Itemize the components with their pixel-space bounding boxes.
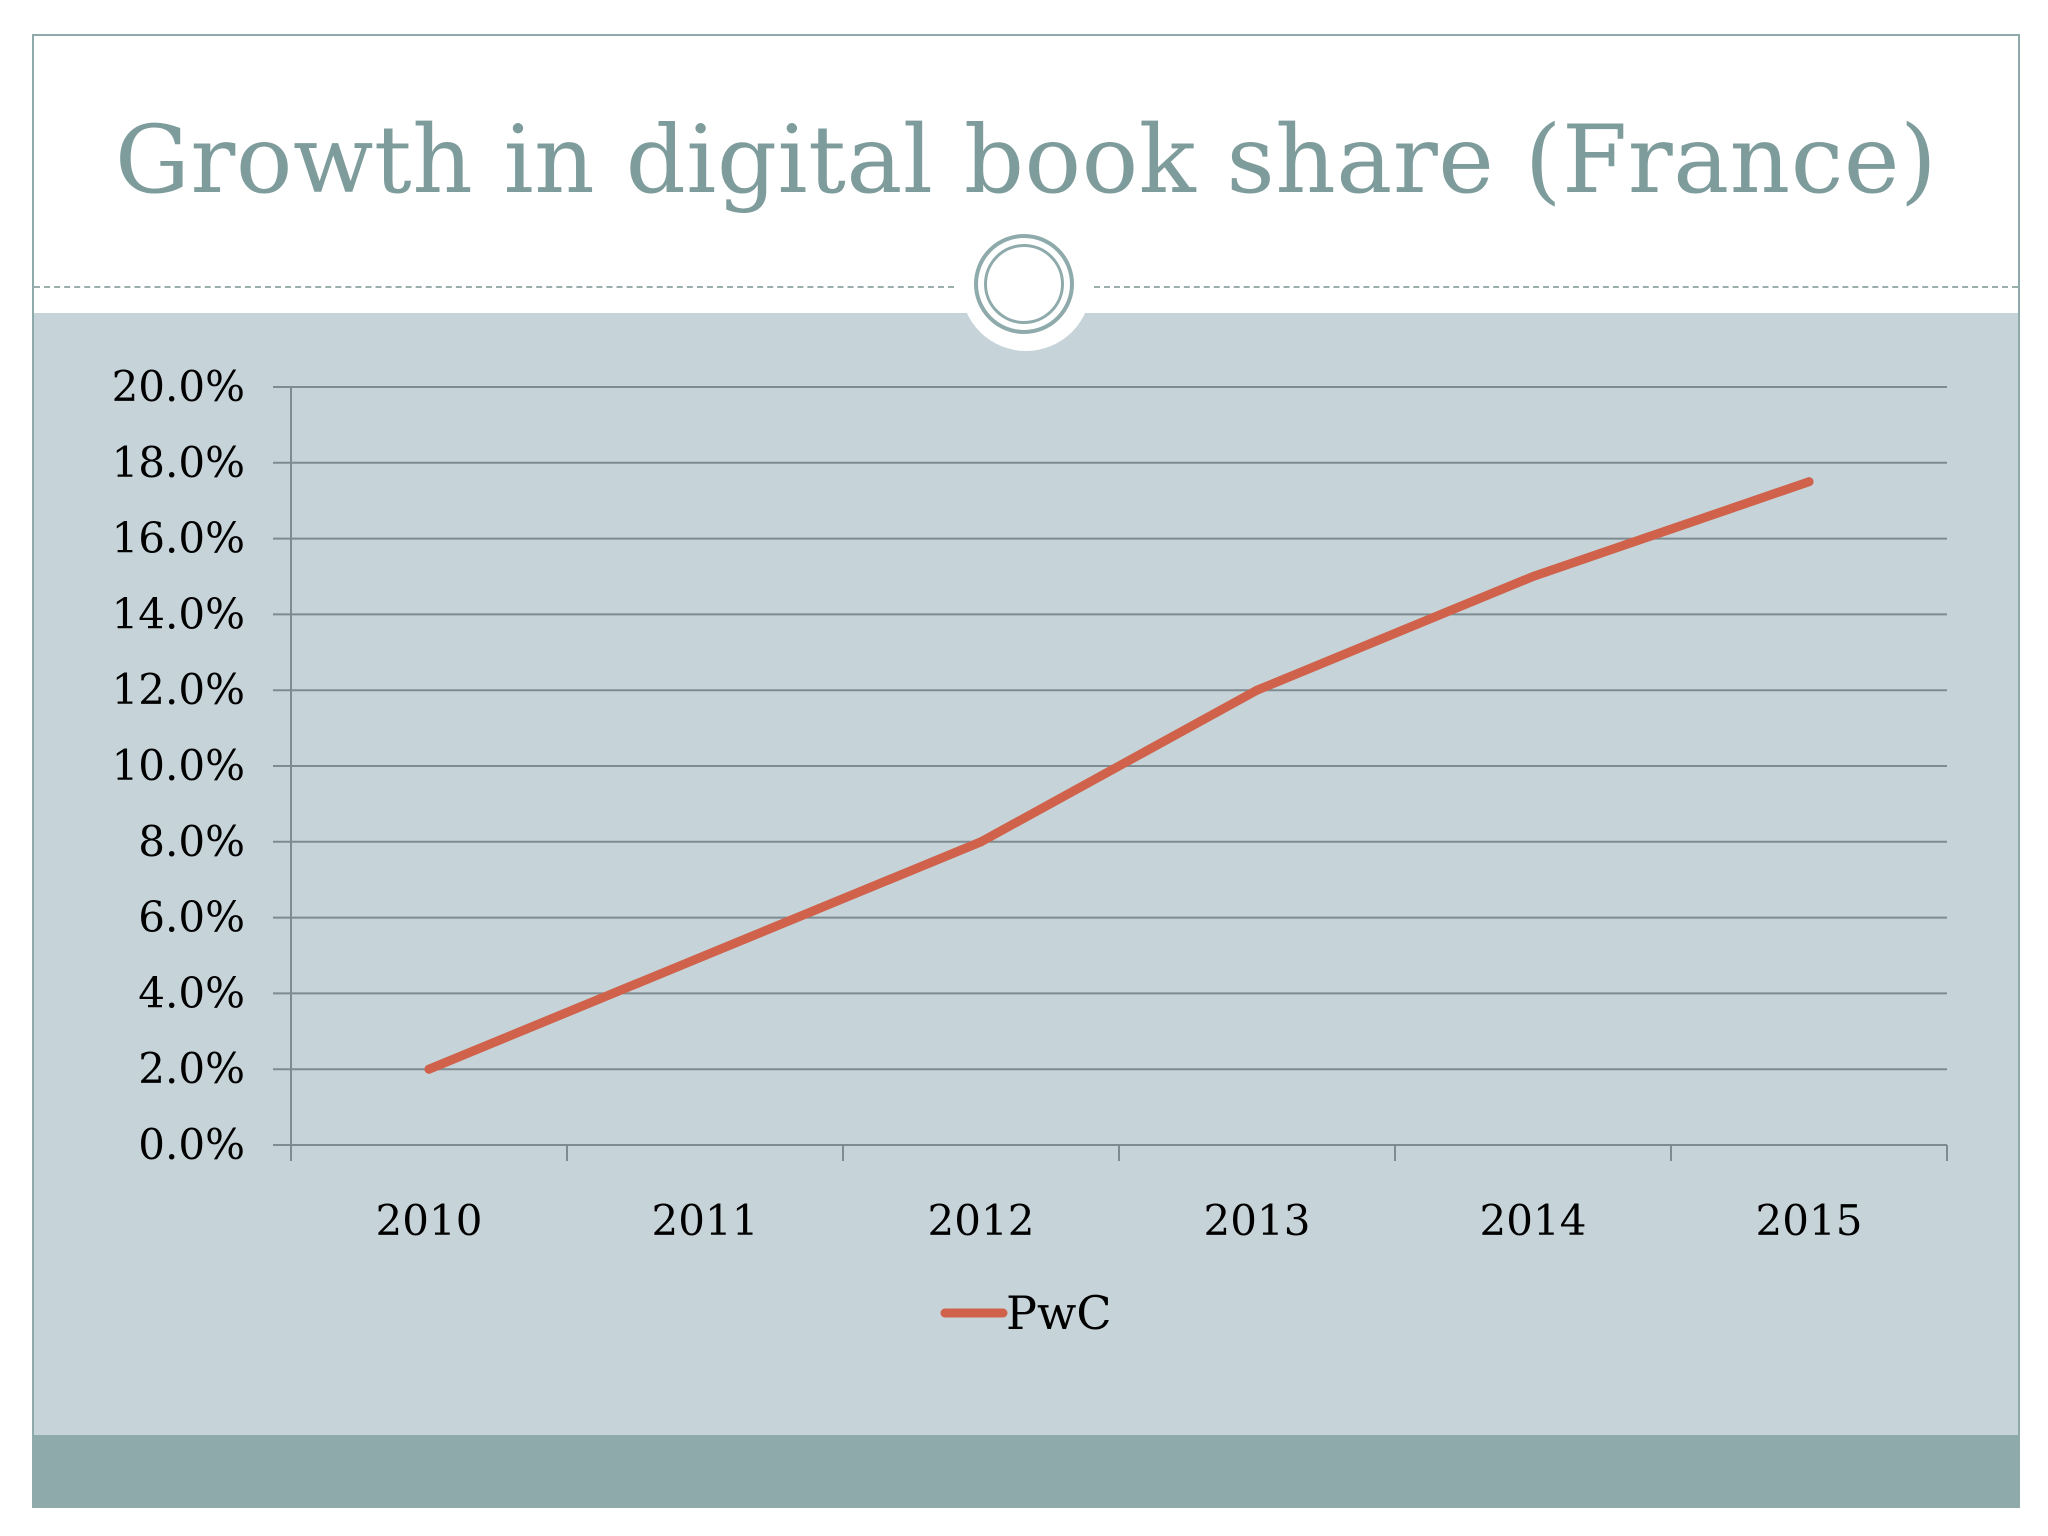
y-tick-label: 16.0% [112, 514, 245, 563]
data-point [700, 951, 710, 960]
y-tick-labels: 0.0% 2.0% 4.0% 6.0% 8.0% 10.0% 12.0% 14.0% 16.0%… [112, 362, 245, 1169]
x-tick-label: 2013 [1204, 1196, 1311, 1245]
x-tick-label: 2012 [928, 1196, 1035, 1245]
divider-line-right [1094, 286, 2018, 288]
y-tick-label: 8.0% [138, 817, 245, 866]
y-tick-label: 0.0% [138, 1120, 245, 1169]
slide: Growth in digital book share (France) [32, 34, 2020, 1508]
y-tick-label: 12.0% [112, 665, 245, 714]
ornament-ring-inner [984, 244, 1064, 324]
x-tick-label: 2015 [1756, 1196, 1863, 1245]
x-tick-label: 2014 [1480, 1196, 1587, 1245]
data-point [976, 837, 986, 847]
series-line-pwc [424, 477, 1814, 1074]
data-point [1252, 685, 1262, 695]
y-tick-label: 20.0% [112, 362, 245, 411]
y-tick-label: 2.0% [138, 1044, 245, 1093]
axes [273, 386, 1948, 1161]
footer-band [34, 1435, 2018, 1506]
series [424, 477, 1814, 1074]
x-tick-labels: 2010 2011 2012 2013 2014 2015 [376, 1196, 1863, 1245]
y-tick-label: 18.0% [112, 438, 245, 487]
y-tick-label: 10.0% [112, 741, 245, 790]
data-point [1528, 572, 1538, 581]
legend-label: PwC [1006, 1286, 1112, 1340]
data-point [424, 1064, 434, 1074]
legend: PwC [940, 1286, 1112, 1340]
gridlines [291, 386, 1947, 1071]
y-tick-label: 4.0% [138, 968, 245, 1017]
y-tick-label: 6.0% [138, 893, 245, 942]
y-tick-label: 14.0% [112, 589, 245, 638]
divider-line-left [34, 286, 954, 288]
x-tick-label: 2011 [652, 1196, 759, 1245]
x-tick-label: 2010 [376, 1196, 483, 1245]
chart-panel [34, 313, 2018, 1435]
data-point [1804, 477, 1814, 487]
slide-title: Growth in digital book share (France) [114, 106, 1938, 215]
